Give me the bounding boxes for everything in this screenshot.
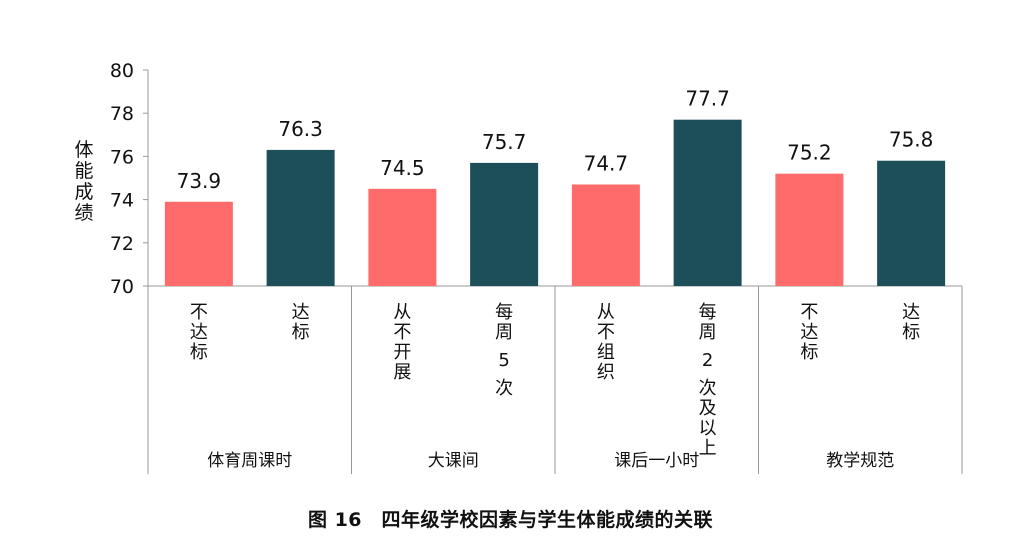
bar [470,162,539,286]
group-label: 教学规范 [826,451,894,471]
category-label: 从不组织 [597,302,615,383]
data-label: 74.7 [584,151,629,175]
category-label: 不达标 [800,302,818,363]
category-label: 每周 5 次 [495,302,513,399]
figure-caption: 图 16 四年级学校因素与学生体能成绩的关联 [307,509,714,531]
group-label: 课后一小时 [614,451,699,471]
y-axis-label: 体能成绩 [74,139,94,224]
category-label: 不达标 [190,302,208,363]
category-label: 每周 2 次及以上 [699,302,717,459]
y-tick-label: 72 [110,233,134,255]
data-label: 77.7 [685,87,730,111]
data-label: 75.2 [787,141,832,165]
bar [775,173,844,286]
category-label: 达标 [292,302,310,343]
bar [266,149,335,286]
y-tick-label: 76 [110,146,134,168]
data-label: 75.8 [889,128,934,152]
bar [877,160,946,286]
group-label: 大课间 [428,451,479,471]
y-tick-label: 78 [110,103,134,125]
data-label: 73.9 [177,169,222,193]
group-label: 体育周课时 [207,451,292,471]
data-label: 75.7 [482,130,527,154]
bar [368,188,437,286]
category-label: 达标 [902,302,920,343]
bar [673,119,742,287]
y-tick-label: 70 [110,276,134,298]
data-label: 76.3 [278,117,323,141]
bar [571,184,640,286]
data-label: 74.5 [380,156,425,180]
y-tick-label: 80 [110,60,134,82]
bar [164,201,233,286]
category-label: 从不开展 [393,302,411,383]
y-tick-label: 74 [110,190,134,212]
